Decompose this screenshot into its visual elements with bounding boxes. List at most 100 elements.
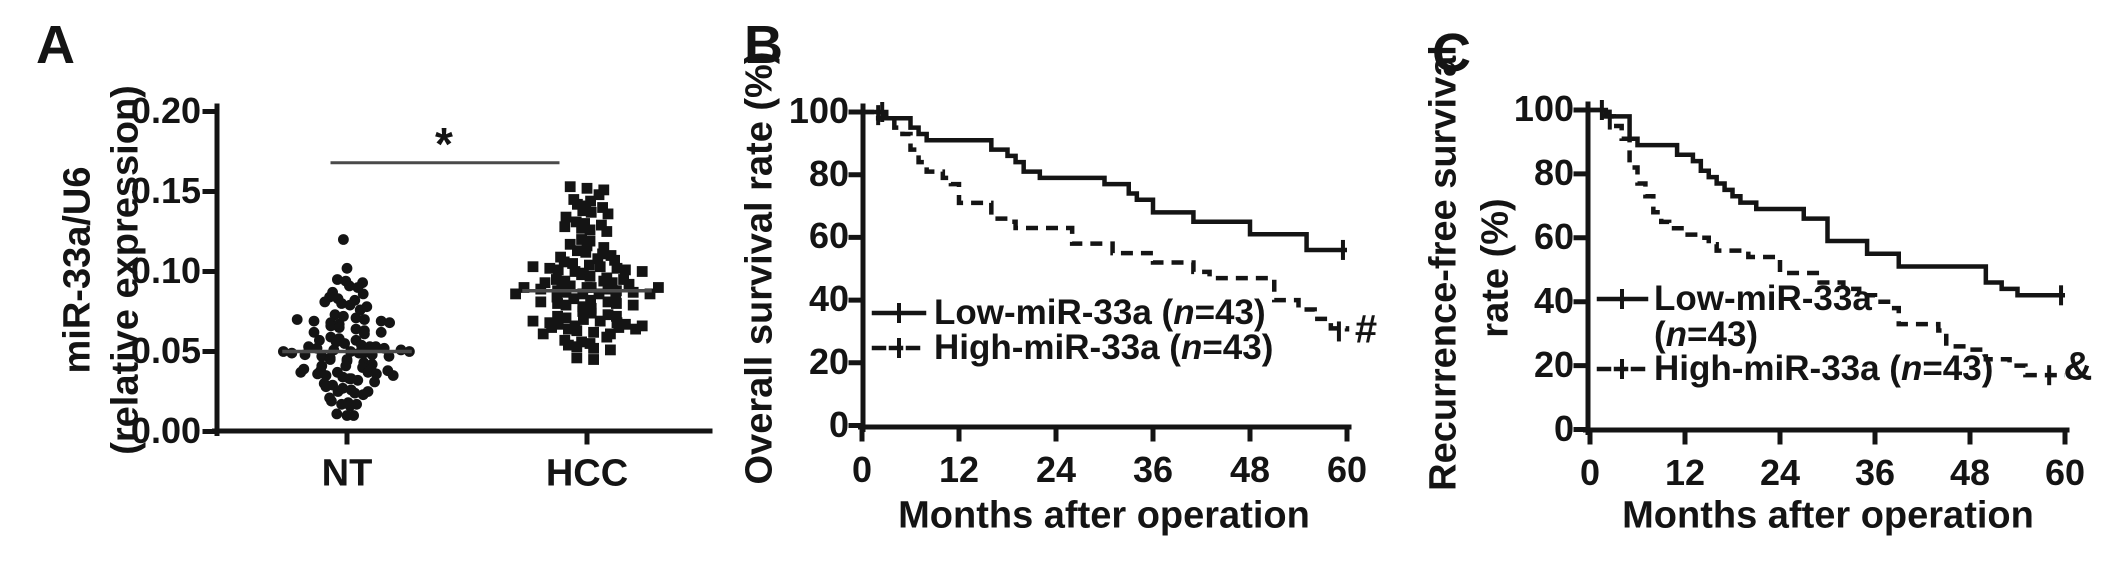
panel-c-y-tick-label-100: 100: [1513, 88, 1574, 130]
nt-data-point: [352, 374, 364, 386]
hcc-data-point: [584, 259, 595, 271]
panel-a-hcc-dot-group: [510, 181, 664, 365]
panel-b-y-tick-label-0: 0: [828, 403, 849, 445]
hcc-data-point: [564, 238, 576, 250]
nt-data-point: [387, 370, 399, 381]
panel-c-x-axis-title: Months after operation: [1622, 494, 2034, 537]
hcc-data-point: [597, 202, 608, 213]
panel-c-x-tick-label-48: 48: [1949, 452, 1991, 493]
panel-c-curve-annotation-ampersand: &: [2063, 344, 2093, 389]
panel-c-legend-low-line1: Low-miR-33a: [1654, 279, 1872, 319]
panel-c-legend-high: High-miR-33a (n=43): [1654, 349, 1993, 389]
hcc-data-point: [552, 318, 564, 330]
hcc-data-point: [598, 275, 610, 287]
hcc-data-point: [627, 299, 639, 311]
legend-c-low-paren: (: [1654, 315, 1666, 354]
hcc-data-point: [585, 294, 596, 306]
hcc-data-point: [539, 277, 551, 289]
nt-data-point: [338, 234, 349, 245]
legend-c-high-name: High-miR-33a (: [1654, 349, 1901, 388]
panel-a-category-label-hcc: HCC: [545, 452, 629, 495]
nt-data-point: [329, 309, 341, 321]
hcc-data-point: [605, 344, 616, 356]
nt-data-point: [320, 381, 332, 393]
hcc-data-point: [620, 264, 631, 276]
legend-c-low-count: =43): [1687, 315, 1759, 354]
nt-data-point: [341, 262, 353, 274]
hcc-data-point: [577, 306, 589, 317]
hcc-data-point: [544, 262, 556, 274]
hcc-data-point: [594, 261, 606, 273]
hcc-data-point: [567, 258, 578, 269]
panel-b-legend-entry-high: High-miR-33a (n=43): [934, 328, 1273, 368]
nt-data-point: [336, 398, 347, 410]
legend-c-low-n-italic: n: [1665, 315, 1688, 354]
panel-c-x-tick-label-24: 24: [1759, 452, 1801, 493]
legend-high-text-post: =43): [1202, 328, 1274, 367]
legend-high-text: High-miR-33a (: [934, 328, 1181, 367]
legend-low-text-post: =43): [1194, 293, 1266, 332]
hcc-data-point: [601, 226, 613, 237]
nt-data-point: [331, 408, 343, 420]
hcc-data-point: [527, 261, 539, 273]
hcc-data-point: [576, 234, 587, 245]
panel-b-x-tick-label-0: 0: [851, 449, 873, 490]
nt-data-point: [357, 389, 369, 401]
nt-data-point: [312, 368, 323, 380]
hcc-data-point: [593, 288, 605, 300]
panel-c-y-tick-label-60: 60: [1533, 215, 1574, 257]
hcc-data-point: [527, 315, 539, 327]
panel-b-y-tick-label-80: 80: [808, 152, 849, 194]
nt-data-point: [384, 317, 395, 329]
legend-low-text: Low-miR-33a (: [934, 293, 1174, 332]
panel-c-legend-low-line2: (n=43): [1654, 315, 1758, 355]
hcc-data-point: [653, 282, 664, 293]
nt-data-point: [375, 326, 387, 338]
nt-data-point: [349, 387, 361, 399]
hcc-data-point: [581, 182, 593, 194]
panel-a-y-tick-label-0.05: 0.05: [130, 329, 201, 371]
panel-c-letter: C: [1432, 23, 1471, 83]
hcc-data-point: [584, 270, 596, 282]
hcc-data-point: [571, 352, 583, 364]
hcc-data-point: [602, 296, 614, 308]
hcc-data-point: [560, 211, 572, 223]
hcc-data-point: [588, 354, 599, 365]
nt-data-point: [344, 299, 356, 311]
hcc-data-point: [564, 280, 576, 292]
hcc-data-point: [571, 325, 583, 337]
panel-b-x-axis-title: Months after operation: [898, 494, 1310, 537]
nt-data-point: [341, 410, 353, 421]
nt-data-point: [362, 366, 374, 378]
nt-data-point: [308, 326, 320, 338]
hcc-data-point: [585, 307, 597, 319]
nt-data-point: [369, 376, 380, 388]
hcc-data-point: [552, 298, 563, 309]
panel-c-y-tick-label-0: 0: [1553, 407, 1574, 449]
nt-data-point: [359, 314, 370, 325]
nt-data-point: [375, 315, 387, 327]
nt-data-point: [336, 298, 347, 309]
hcc-data-point: [577, 205, 589, 217]
panel-c-x-tick-label-12: 12: [1664, 452, 1706, 493]
panel-c-high-mir33a-curve: [1590, 107, 2065, 378]
hcc-data-point: [620, 318, 631, 330]
nt-data-point: [350, 312, 362, 324]
panel-b-curve-annotation-hash: #: [1354, 307, 1378, 352]
hcc-data-point: [570, 216, 582, 228]
nt-data-point: [332, 386, 344, 397]
hcc-data-point: [552, 264, 564, 276]
panel-a-y-tick-label-0.20: 0.20: [130, 89, 201, 131]
panel-a-nt-dot-group: [278, 234, 415, 421]
hcc-data-point: [602, 309, 614, 321]
hcc-data-point: [613, 322, 625, 333]
nt-data-point: [333, 322, 345, 333]
hcc-data-point: [581, 240, 593, 252]
hcc-data-point: [551, 291, 563, 303]
nt-data-point: [383, 350, 395, 362]
hcc-data-point: [576, 222, 587, 234]
hcc-data-point: [572, 198, 583, 210]
hcc-data-point: [588, 342, 599, 354]
